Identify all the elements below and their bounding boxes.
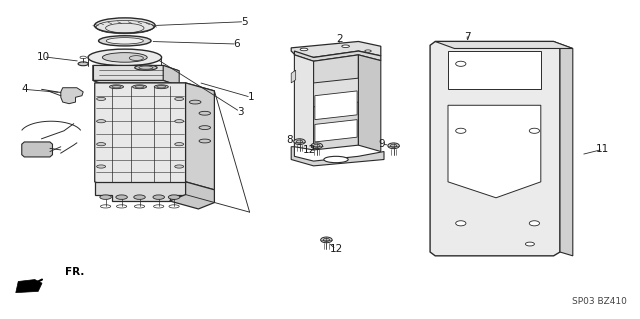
Ellipse shape bbox=[95, 18, 156, 33]
Polygon shape bbox=[314, 78, 358, 107]
Text: 8: 8 bbox=[286, 135, 292, 145]
Polygon shape bbox=[95, 83, 214, 91]
Ellipse shape bbox=[189, 100, 201, 104]
Ellipse shape bbox=[199, 111, 211, 115]
Polygon shape bbox=[170, 182, 214, 209]
Ellipse shape bbox=[199, 139, 211, 143]
Polygon shape bbox=[554, 41, 573, 256]
Ellipse shape bbox=[97, 120, 106, 123]
Text: 6: 6 bbox=[234, 39, 240, 49]
Ellipse shape bbox=[88, 49, 162, 66]
Text: 11: 11 bbox=[596, 144, 609, 154]
Polygon shape bbox=[93, 65, 163, 80]
Polygon shape bbox=[93, 80, 179, 86]
Ellipse shape bbox=[175, 165, 184, 168]
Ellipse shape bbox=[116, 195, 127, 199]
Ellipse shape bbox=[294, 139, 305, 145]
Text: 9: 9 bbox=[378, 139, 385, 149]
Ellipse shape bbox=[175, 120, 184, 123]
Ellipse shape bbox=[525, 242, 534, 246]
Ellipse shape bbox=[456, 221, 466, 226]
Ellipse shape bbox=[296, 140, 303, 143]
Ellipse shape bbox=[321, 237, 332, 243]
Polygon shape bbox=[61, 88, 83, 104]
Ellipse shape bbox=[365, 50, 371, 52]
Polygon shape bbox=[291, 70, 296, 83]
Ellipse shape bbox=[97, 97, 106, 100]
Polygon shape bbox=[448, 51, 541, 89]
Ellipse shape bbox=[100, 195, 111, 199]
Ellipse shape bbox=[323, 238, 330, 241]
Ellipse shape bbox=[314, 144, 320, 147]
Polygon shape bbox=[163, 65, 179, 86]
Ellipse shape bbox=[153, 195, 164, 199]
Polygon shape bbox=[294, 51, 381, 61]
Ellipse shape bbox=[300, 48, 308, 51]
Ellipse shape bbox=[134, 195, 145, 199]
Ellipse shape bbox=[97, 143, 106, 146]
Ellipse shape bbox=[324, 156, 348, 163]
Polygon shape bbox=[448, 105, 541, 198]
Text: 1: 1 bbox=[248, 92, 254, 102]
Ellipse shape bbox=[168, 195, 180, 199]
Ellipse shape bbox=[390, 144, 397, 147]
Ellipse shape bbox=[135, 65, 157, 70]
Ellipse shape bbox=[132, 85, 147, 89]
Ellipse shape bbox=[106, 38, 143, 44]
Polygon shape bbox=[430, 41, 560, 256]
Polygon shape bbox=[95, 83, 186, 195]
Ellipse shape bbox=[456, 128, 466, 133]
Ellipse shape bbox=[78, 62, 88, 66]
Polygon shape bbox=[291, 41, 381, 57]
Polygon shape bbox=[95, 182, 186, 201]
Polygon shape bbox=[22, 142, 52, 157]
Text: 12: 12 bbox=[330, 244, 342, 255]
Polygon shape bbox=[294, 55, 314, 150]
Polygon shape bbox=[358, 55, 381, 152]
Ellipse shape bbox=[175, 143, 184, 146]
Ellipse shape bbox=[175, 97, 184, 100]
Ellipse shape bbox=[529, 221, 540, 226]
Text: 2: 2 bbox=[336, 34, 342, 44]
Text: 5: 5 bbox=[241, 17, 248, 27]
Polygon shape bbox=[93, 65, 179, 71]
Ellipse shape bbox=[529, 128, 540, 133]
Polygon shape bbox=[16, 279, 42, 293]
Ellipse shape bbox=[199, 126, 211, 130]
Polygon shape bbox=[315, 120, 357, 142]
Ellipse shape bbox=[388, 143, 399, 149]
Polygon shape bbox=[314, 55, 358, 150]
Polygon shape bbox=[435, 41, 573, 48]
Polygon shape bbox=[315, 91, 357, 120]
Ellipse shape bbox=[456, 61, 466, 66]
Ellipse shape bbox=[97, 165, 106, 168]
Ellipse shape bbox=[99, 36, 151, 46]
Ellipse shape bbox=[342, 45, 349, 48]
Ellipse shape bbox=[102, 53, 147, 62]
Text: 4: 4 bbox=[21, 84, 28, 94]
Ellipse shape bbox=[109, 85, 124, 89]
Polygon shape bbox=[93, 65, 109, 86]
Text: 12: 12 bbox=[303, 145, 316, 155]
Text: 7: 7 bbox=[464, 32, 470, 42]
Text: 10: 10 bbox=[37, 52, 50, 62]
Ellipse shape bbox=[311, 143, 323, 149]
Text: 3: 3 bbox=[237, 107, 243, 117]
Polygon shape bbox=[291, 147, 384, 166]
Ellipse shape bbox=[154, 85, 168, 89]
Polygon shape bbox=[186, 83, 214, 190]
Text: SP03 BZ410: SP03 BZ410 bbox=[572, 297, 627, 306]
Text: FR.: FR. bbox=[65, 267, 84, 277]
